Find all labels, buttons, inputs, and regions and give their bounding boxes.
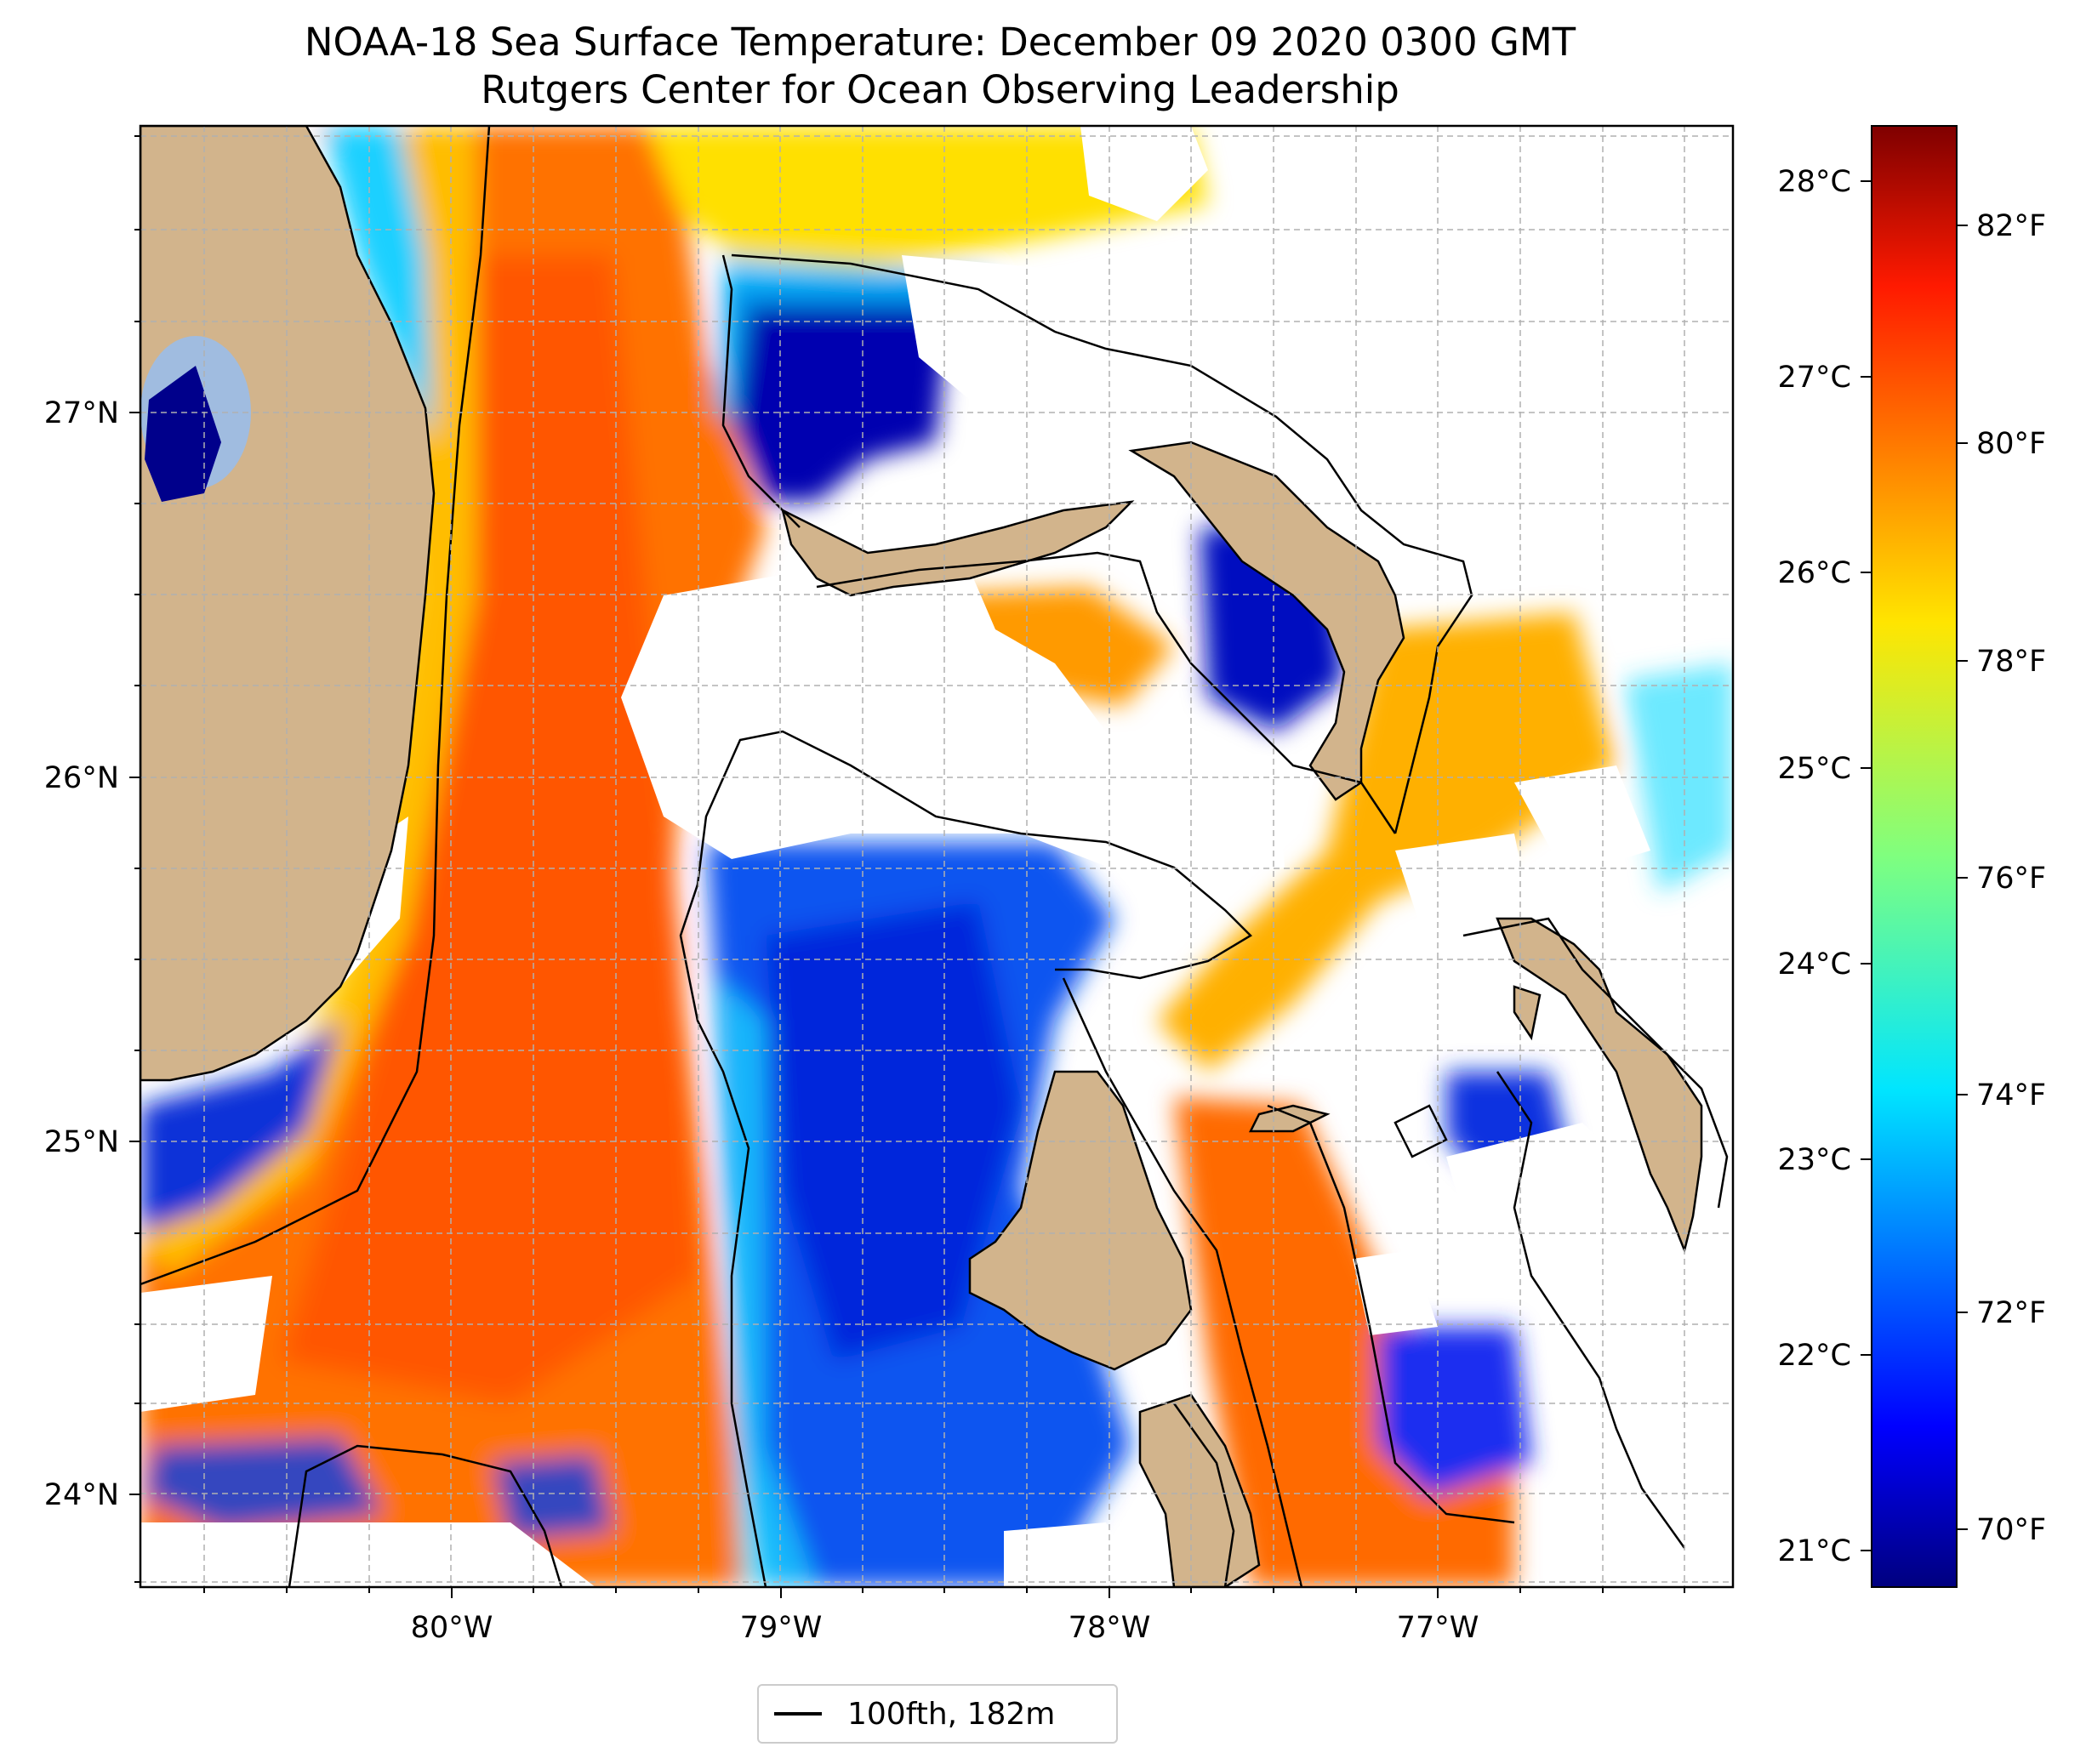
celsius-tick-label: 26°C — [1778, 556, 1851, 590]
cloud-east-4 — [1599, 1225, 1733, 1378]
cloud-east-2 — [1514, 765, 1650, 876]
x-axis-ticks — [203, 1587, 1685, 1598]
isobath-100fth — [140, 126, 1729, 1587]
chart-title: NOAA-18 Sea Surface Temperature: Decembe… — [0, 19, 1880, 114]
fahrenheit-tick-label: 70°F — [1976, 1513, 2046, 1547]
isobath-gbb-north — [696, 730, 1253, 980]
y-tick-label: 24°N — [44, 1478, 119, 1512]
celsius-tick-label: 27°C — [1778, 361, 1851, 395]
legend: 100fth, 182m — [757, 1684, 1118, 1744]
fahrenheit-labels: 82°F 80°F 78°F 76°F 74°F 72°F 70°F — [1976, 209, 2046, 1547]
cloud-south-center — [1004, 1522, 1140, 1587]
isobath-tongue — [1062, 977, 1303, 1587]
florida-keys-cool — [140, 1021, 340, 1233]
map-frame — [139, 124, 1735, 1589]
little-bahama-bank-cold — [727, 281, 953, 502]
isobath-andros-south — [1172, 1403, 1235, 1587]
celsius-labels: 28°C 27°C 26°C 25°C 24°C 23°C 22°C 21°C — [1778, 165, 1851, 1568]
x-tick-label: 80°W — [411, 1611, 493, 1645]
celsius-tick-label: 23°C — [1778, 1143, 1851, 1177]
isobath-gbb-west — [679, 884, 767, 1587]
celsius-tick-label: 28°C — [1778, 165, 1851, 199]
grand-bahama-land — [781, 500, 1135, 597]
fahrenheit-tick-label: 72°F — [1976, 1296, 2046, 1330]
title-line-1: NOAA-18 Sea Surface Temperature: Decembe… — [304, 20, 1576, 65]
cloud-north-top — [1080, 126, 1208, 221]
isobath-exuma-inner — [1496, 1071, 1686, 1549]
andros-south-land — [1138, 1393, 1261, 1587]
celsius-tick-label: 24°C — [1778, 947, 1851, 982]
cloud-east-5 — [1353, 1250, 1438, 1335]
celsius-tick-label: 25°C — [1778, 752, 1851, 786]
x-tick-label: 79°W — [740, 1611, 823, 1645]
isobath-lbb-inner — [816, 551, 1397, 834]
x-axis-labels: 80°W 79°W 78°W 77°W — [411, 1611, 1479, 1645]
isobath-lbb-north — [731, 253, 1473, 834]
celsius-tick-label: 21°C — [1778, 1534, 1851, 1568]
isobath-south — [288, 1444, 563, 1587]
legend-line-swatch — [774, 1712, 822, 1716]
isobath-lbb-west — [721, 254, 801, 528]
exuma-yellow-orange — [1157, 612, 1616, 1072]
fahrenheit-ticks — [1957, 225, 1968, 1530]
cloud-southwest-1 — [140, 1276, 272, 1412]
fahrenheit-tick-label: 76°F — [1976, 862, 2046, 896]
cloud-northeast — [902, 255, 1463, 595]
colorbar — [1871, 125, 1958, 1588]
fahrenheit-tick-label: 82°F — [1976, 209, 2046, 243]
great-bahama-bank-deep-cold — [766, 902, 1021, 1361]
fahrenheit-tick-label: 78°F — [1976, 645, 2046, 679]
lake-okeechobee-sst — [145, 366, 221, 502]
southwest-cold-patches-2 — [493, 1454, 613, 1539]
cloud-southwest-2 — [140, 1522, 596, 1587]
isobath-exuma — [1462, 917, 1729, 1209]
cloud-east-1 — [1395, 834, 1531, 953]
fahrenheit-tick-label: 80°F — [1976, 427, 2046, 461]
title-line-2: Rutgers Center for Ocean Observing Leade… — [481, 67, 1399, 112]
north-channel-yellow — [647, 126, 1208, 272]
y-axis-ticks — [129, 135, 140, 1583]
y-tick-label: 27°N — [44, 396, 119, 430]
eleuthera-land — [1496, 917, 1703, 1255]
celsius-ticks — [1861, 180, 1872, 1551]
east-edge-cyan — [1625, 663, 1733, 893]
isobath-tongue-east — [1267, 1104, 1515, 1524]
east-bank-cold-patch — [1378, 1327, 1531, 1497]
x-tick-label: 78°W — [1069, 1611, 1151, 1645]
map-area — [140, 126, 1733, 1587]
celsius-tick-label: 22°C — [1778, 1339, 1851, 1373]
legend-label: 100fth, 182m — [847, 1696, 1056, 1732]
isobath-florida-edge — [140, 126, 491, 1286]
fahrenheit-tick-label: 74°F — [1976, 1078, 2046, 1112]
y-tick-label: 26°N — [44, 761, 119, 795]
x-tick-label: 77°W — [1397, 1611, 1479, 1645]
gulf-stream-core — [281, 255, 698, 1403]
cloud-north-center — [621, 561, 1285, 876]
isobath-cay-sal — [1394, 1104, 1448, 1158]
y-tick-label: 25°N — [44, 1125, 119, 1159]
map-gridlines — [140, 126, 1733, 1587]
y-axis-labels: 27°N 26°N 25°N 24°N — [44, 396, 119, 1512]
no-data-masks — [140, 126, 1733, 1587]
andros-land — [968, 1070, 1193, 1371]
